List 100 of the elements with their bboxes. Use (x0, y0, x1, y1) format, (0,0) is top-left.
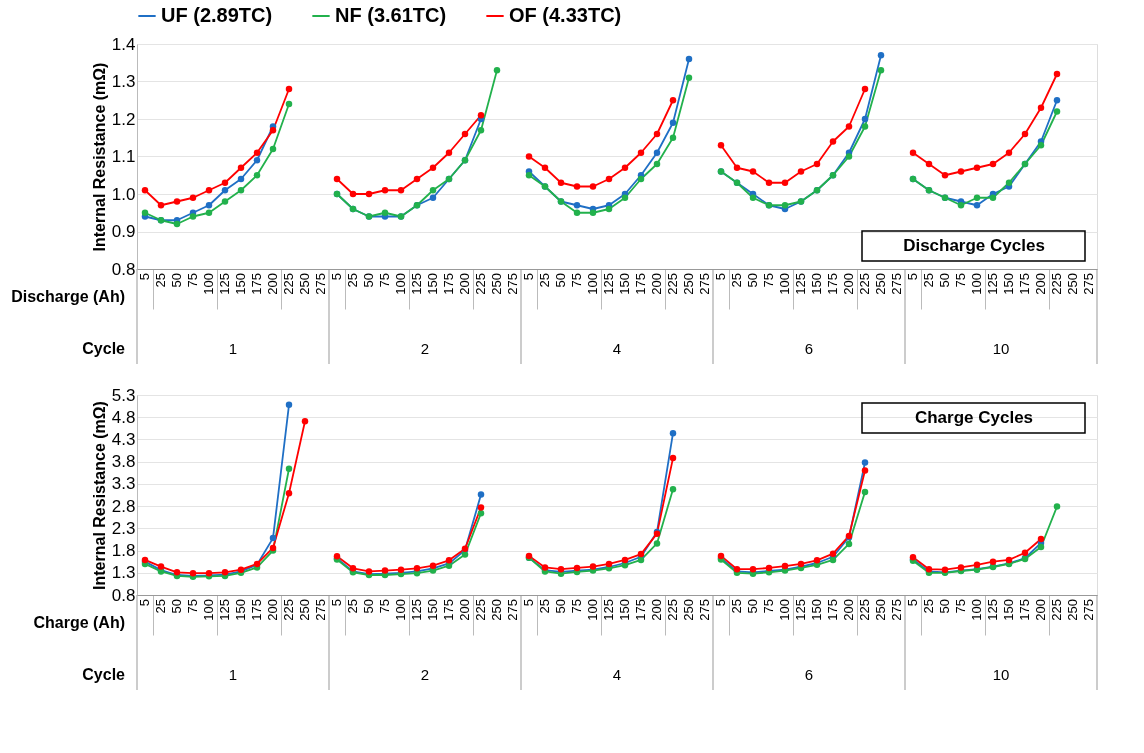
x-tick-label: 25 (345, 599, 360, 614)
x-tick-label: 50 (937, 273, 952, 288)
text: 6 (804, 340, 814, 357)
x-tick-label: 50 (937, 599, 952, 614)
text: 4 (612, 340, 622, 357)
x-tick-label: 25 (921, 599, 936, 614)
x-tick-label: 75 (377, 599, 392, 614)
text: 4 (612, 666, 622, 683)
text: Discharge Cycles (903, 236, 1045, 255)
y-tick-label: 3.3 (111, 474, 136, 494)
y-tick-label: 1.8 (111, 541, 136, 561)
x-tick-label: 150 (233, 273, 248, 295)
x-tick-label: 25 (153, 273, 168, 288)
y-tick-label: 1.3 (111, 72, 136, 91)
x-tick-label: 225 (857, 599, 872, 621)
x-tick-label: 25 (537, 599, 552, 614)
x-tick-label: 225 (281, 273, 296, 295)
x-tick-label: 200 (841, 273, 856, 295)
x-tick-label: 125 (793, 273, 808, 295)
y-axis-title: Internal Resistance (mΩ) (90, 62, 108, 252)
x-tick-label: 75 (377, 273, 392, 288)
x-tick-label: 150 (425, 273, 440, 295)
x-tick-label: 175 (1017, 273, 1032, 295)
x-tick-label: 75 (761, 273, 776, 288)
x-tick-label: 125 (985, 599, 1000, 621)
x-tick-label: 250 (681, 273, 696, 295)
x-tick-label: 175 (249, 273, 264, 295)
x-tick-label: 275 (313, 273, 328, 295)
x-tick-label: 100 (201, 273, 216, 295)
x-tick-label: 250 (489, 273, 504, 295)
text: Cycle (82, 340, 126, 357)
y-tick-label: 4.3 (111, 429, 136, 449)
y-tick-label: 1.1 (111, 147, 136, 166)
x-tick-label: 275 (889, 273, 904, 295)
x-tick-label: 75 (185, 273, 200, 288)
x-tick-label: 5 (521, 599, 536, 607)
y-tick-label: 1.3 (111, 563, 136, 583)
x-tick-label: 125 (601, 599, 616, 621)
x-tick-label: 5 (329, 273, 344, 281)
x-tick-label: 250 (873, 599, 888, 621)
x-tick-label: 50 (553, 599, 568, 614)
x-tick-label: 200 (265, 273, 280, 295)
y-axis-title: Internal Resistance (mΩ) (90, 401, 108, 590)
x-tick-label: 175 (1017, 599, 1032, 621)
x-tick-label: 150 (617, 273, 632, 295)
x-tick-label: 100 (585, 599, 600, 621)
x-tick-label: 150 (1001, 599, 1016, 621)
x-tick-label: 100 (393, 273, 408, 295)
x-tick-label: 25 (153, 599, 168, 614)
y-tick-label: 5.3 (111, 385, 136, 405)
x-tick-label: 125 (409, 599, 424, 621)
x-tick-label: 125 (601, 273, 616, 295)
legend-label: UF (2.89TC) (161, 4, 273, 26)
x-tick-label: 100 (585, 273, 600, 295)
x-tick-label: 225 (473, 273, 488, 295)
x-tick-label: 200 (649, 599, 664, 621)
x-tick-label: 275 (505, 599, 520, 621)
y-tick-label: 1.4 (111, 34, 136, 54)
x-tick-label: 125 (793, 599, 808, 621)
x-tick-label: 25 (345, 273, 360, 288)
x-tick-label: 150 (1001, 273, 1016, 295)
x-tick-label: 25 (729, 273, 744, 288)
text: Charge Cycles (914, 408, 1034, 427)
x-tick-label: 250 (1065, 599, 1080, 621)
x-tick-label: 250 (873, 273, 888, 295)
x-tick-label: 225 (281, 599, 296, 621)
x-tick-label: 100 (393, 599, 408, 621)
x-tick-label: 5 (905, 599, 920, 607)
x-tick-label: 125 (409, 273, 424, 295)
x-tick-label: 275 (697, 599, 712, 621)
legend-label: OF (4.33TC) (509, 4, 622, 26)
x-tick-label: 75 (953, 273, 968, 288)
x-tick-label: 175 (249, 599, 264, 621)
x-tick-label: 175 (633, 273, 648, 295)
x-tick-label: 50 (361, 599, 376, 614)
x-tick-label: 275 (1081, 599, 1096, 621)
x-tick-label: 5 (137, 599, 152, 607)
x-tick-label: 50 (745, 599, 760, 614)
x-tick-label: 275 (697, 273, 712, 295)
text: 6 (804, 666, 814, 683)
x-tick-label: 25 (729, 599, 744, 614)
x-tick-label: 150 (233, 599, 248, 621)
x-tick-label: 150 (617, 599, 632, 621)
x-tick-label: 125 (217, 599, 232, 621)
x-tick-label: 275 (889, 599, 904, 621)
x-tick-label: 175 (825, 273, 840, 295)
x-tick-label: 225 (665, 599, 680, 621)
x-tick-label: 200 (649, 273, 664, 295)
x-tick-label: 75 (761, 599, 776, 614)
x-tick-label: 150 (809, 273, 824, 295)
x-tick-label: 175 (825, 599, 840, 621)
x-tick-label: 5 (905, 273, 920, 281)
y-tick-label: 2.3 (111, 518, 136, 538)
y-tick-label: 3.8 (111, 452, 136, 472)
x-tick-label: 225 (857, 273, 872, 295)
x-tick-label: 50 (169, 599, 184, 614)
x-axis-title: Discharge (Ah) (11, 288, 125, 305)
x-tick-label: 5 (713, 273, 728, 281)
x-tick-label: 200 (1033, 273, 1048, 295)
x-tick-label: 75 (953, 599, 968, 614)
